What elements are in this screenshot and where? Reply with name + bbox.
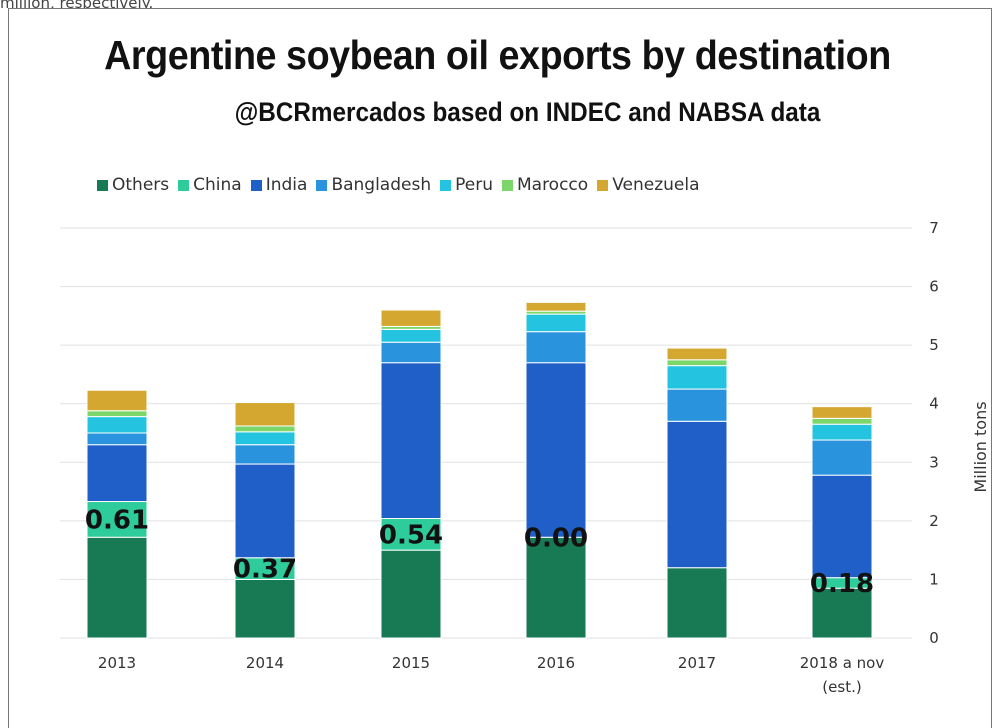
data-label: 0.00 [524,523,588,553]
bar-segment-bangladesh [234,444,296,465]
legend-label: Marocco [516,175,589,195]
legend-label: China [193,175,242,195]
data-label: 0.37 [233,555,297,585]
bar-segment-bangladesh [380,341,442,364]
bar-segment-bangladesh [525,331,587,364]
x-tick-label: 2018 a nov [800,654,885,672]
bar-segment-others [525,536,587,639]
bar-segment-marocco [86,410,148,418]
chart-title: Argentine soybean oil exports by destina… [104,32,891,78]
bar-segment-venezuela [666,347,728,361]
bar-segment-bangladesh [666,388,728,422]
legend-label: Peru [455,175,493,195]
legend-swatch [250,179,262,191]
legend-swatch [97,179,108,191]
x-tick-label: 2014 [246,654,284,672]
bar-segment-marocco [234,425,296,433]
bar-segment-others [666,567,728,639]
y-tick-label: 3 [929,453,939,471]
data-label: 0.18 [810,569,874,599]
bar-segment-marocco [666,359,728,367]
bar-segment-india [380,362,442,520]
bar-segment-venezuela [811,406,873,419]
bar-segment-others [234,578,296,639]
legend-item-peru: Peru [440,175,493,195]
data-label: 0.54 [379,520,443,550]
bar-segment-peru [525,313,587,333]
y-tick-label: 5 [929,336,939,354]
y-tick-label: 0 [929,629,939,647]
legend-label: India [265,175,308,195]
bar-segment-venezuela [86,389,148,412]
legend-item-marocco: Marocco [501,175,589,195]
legend-label: Venezuela [612,175,700,195]
legend-swatch [178,179,190,191]
legend-swatch [316,179,328,191]
legend-swatch [597,179,609,191]
x-tick-label: (est.) [822,678,861,696]
bar-segment-india [234,463,296,559]
legend-item-china: China [178,175,242,195]
x-tick-label: 2015 [392,654,430,672]
bar-segment-others [811,587,873,639]
legend-item-bangladesh: Bangladesh [316,175,431,195]
bar-segment-peru [811,423,873,441]
bar-segment-peru [86,416,148,434]
bar-segment-others [86,536,148,639]
bar-segment-peru [380,328,442,343]
bar-segment-peru [234,431,296,446]
bar-segment-bangladesh [811,439,873,476]
legend-label: Others [112,175,170,195]
chart-legend: Others China India Bangladesh Peru Marocco Ven… [97,174,709,196]
bar-segment-venezuela [525,301,587,312]
bar-segment-india [811,474,873,579]
bar-segment-india [666,420,728,569]
bar-segment-china [86,501,148,538]
legend-swatch [440,179,452,191]
chart-subtitle: @BCRmercados based on INDEC and NABSA da… [234,97,821,127]
x-tick-label: 2017 [678,654,716,672]
bar-segment-india [525,362,587,538]
y-axis-label: Million tons [971,401,990,492]
bar-segment-peru [666,365,728,390]
bar-segment-marocco [811,417,873,425]
x-tick-label: 2013 [98,654,136,672]
bar-segment-venezuela [380,309,442,327]
y-tick-label: 4 [929,395,939,413]
legend-item-others: Others [97,175,169,195]
legend-item-venezuela: Venezuela [597,175,700,195]
x-tick-label: 2016 [537,654,575,672]
y-tick-label: 7 [929,219,939,237]
bar-segment-venezuela [234,402,296,427]
bar-segment-india [86,444,148,503]
legend-swatch [501,179,513,191]
y-tick-label: 6 [929,278,939,296]
data-label: 0.61 [85,505,149,535]
legend-label: Bangladesh [331,175,432,195]
bar-segment-others [380,549,442,639]
y-tick-label: 2 [929,512,939,530]
bar-segment-bangladesh [86,432,148,446]
legend-item-india: India [250,175,308,195]
y-tick-label: 1 [929,570,939,588]
